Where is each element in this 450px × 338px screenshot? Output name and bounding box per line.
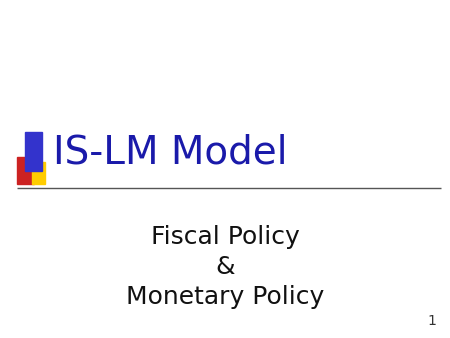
- Bar: [32, 162, 45, 184]
- Text: IS-LM Model: IS-LM Model: [53, 133, 288, 171]
- Text: Monetary Policy: Monetary Policy: [126, 285, 324, 310]
- Bar: [17, 157, 34, 184]
- Text: 1: 1: [428, 314, 436, 328]
- Bar: [25, 132, 42, 171]
- Text: &: &: [215, 255, 235, 279]
- Text: Fiscal Policy: Fiscal Policy: [151, 224, 299, 249]
